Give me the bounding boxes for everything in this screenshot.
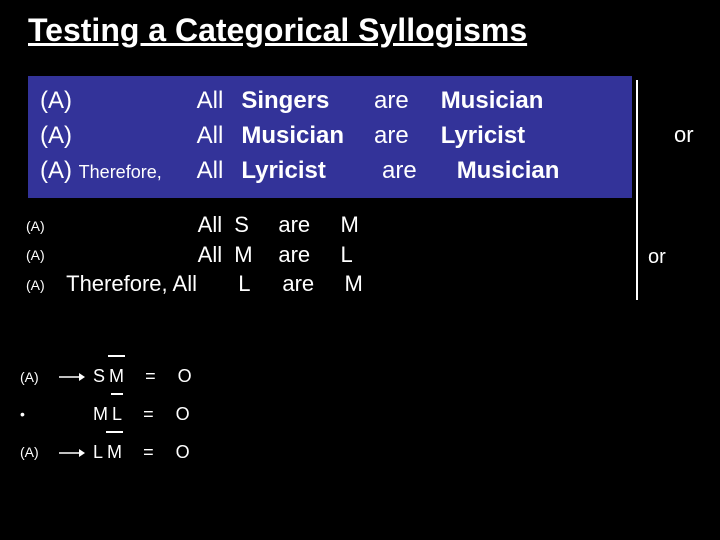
or-label: or	[648, 246, 666, 269]
equation-row: • ML = O	[20, 396, 290, 434]
subject: Musician	[241, 119, 367, 154]
conclusion-row: (A) Therefore, All Lyricist are Musician	[40, 154, 622, 189]
row-label: (A)	[20, 438, 54, 467]
copula: are	[282, 269, 338, 299]
copula: are	[374, 154, 442, 189]
term2: L	[111, 396, 123, 434]
arrow-icon	[59, 448, 87, 458]
quantifier: All	[197, 84, 235, 119]
term1: M	[92, 396, 109, 434]
term1: L	[92, 434, 104, 472]
predicate: Musician	[449, 154, 560, 189]
equals: =	[143, 396, 154, 434]
syllogism-set-notation: (A) SM = O • ML = O (A) LM = O	[20, 358, 290, 498]
term1: S	[92, 358, 106, 396]
row-prefix: (A)	[40, 157, 72, 184]
premise-row: (A) All Singers are Musician	[40, 84, 622, 119]
bullet-icon: •	[20, 400, 54, 429]
row-label: (A)	[26, 217, 60, 236]
row-label: (A)	[26, 246, 60, 265]
rhs: O	[176, 404, 190, 424]
term2: M	[106, 434, 123, 472]
row-prefix: (A)	[40, 122, 72, 149]
copula: are	[278, 210, 334, 240]
conclusion-row: (A) Therefore, All L are M	[26, 269, 422, 299]
predicate: Lyricist	[441, 119, 525, 154]
quantifier: All	[66, 240, 228, 270]
quantifier: All	[66, 210, 228, 240]
row-label: (A)	[20, 363, 54, 392]
copula: are	[278, 240, 334, 270]
page-title: Testing a Categorical Syllogisms	[0, 0, 720, 59]
syllogism-letters: (A) All S are M (A) All M are L (A) Ther…	[20, 208, 422, 308]
complement-bar	[111, 393, 123, 395]
equation-row: (A) SM = O	[20, 358, 290, 396]
subject: Lyricist	[241, 154, 367, 189]
quantifier: All	[197, 154, 235, 189]
predicate: L	[341, 240, 353, 270]
quantifier: All	[197, 119, 235, 154]
predicate: Musician	[441, 84, 544, 119]
syllogism-words: (A) All Singers are Musician (A) All Mus…	[28, 76, 632, 198]
equation-row: (A) LM = O	[20, 434, 290, 472]
or-label: or	[674, 122, 694, 148]
subject: M	[234, 240, 272, 270]
premise-row: (A) All S are M	[26, 210, 422, 240]
copula: are	[374, 119, 434, 154]
arrow-icon	[59, 372, 87, 382]
subject: L	[228, 269, 276, 299]
rhs: O	[178, 366, 192, 386]
copula: are	[374, 84, 434, 119]
row-label: (A)	[26, 276, 60, 295]
therefore-label: Therefore,	[79, 162, 162, 182]
equals: =	[143, 434, 154, 472]
predicate: M	[345, 269, 363, 299]
premise-row: (A) All M are L	[26, 240, 422, 270]
term2: M	[108, 358, 125, 396]
row-prefix: (A)	[40, 87, 72, 114]
equals: =	[145, 358, 156, 396]
premise-row: (A) All Musician are Lyricist	[40, 119, 622, 154]
predicate: M	[341, 210, 359, 240]
complement-bar	[108, 355, 125, 357]
rhs: O	[176, 442, 190, 462]
subject: S	[234, 210, 272, 240]
vertical-separator	[636, 80, 638, 300]
complement-bar	[106, 431, 123, 433]
therefore-quantifier: Therefore, All	[66, 269, 222, 299]
subject: Singers	[241, 84, 367, 119]
